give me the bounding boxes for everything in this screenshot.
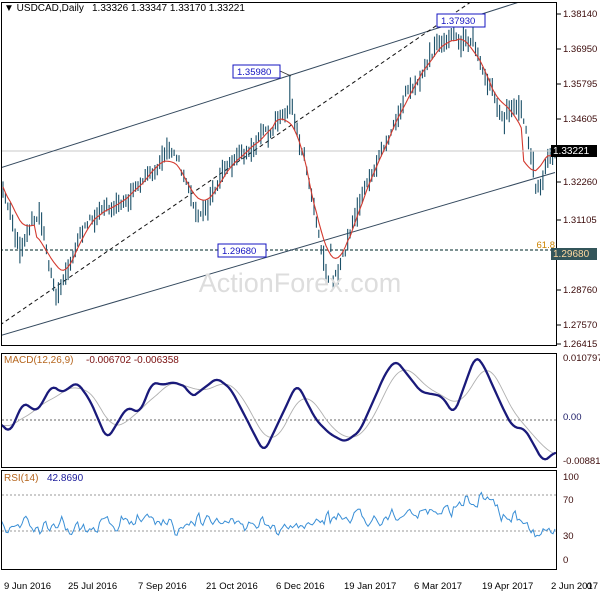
svg-text:-0.006702 -0.006358: -0.006702 -0.006358 bbox=[86, 355, 179, 366]
svg-text:25 Jul 2016: 25 Jul 2016 bbox=[68, 581, 117, 592]
svg-text:1.38140: 1.38140 bbox=[563, 9, 597, 20]
svg-text:19 Jan 2017: 19 Jan 2017 bbox=[344, 581, 396, 592]
svg-text:100: 100 bbox=[563, 472, 579, 483]
svg-text:1.33326 1.33347 1.33170 1.3322: 1.33326 1.33347 1.33170 1.33221 bbox=[92, 3, 245, 14]
svg-text:1.36950: 1.36950 bbox=[563, 44, 597, 55]
svg-text:1.28760: 1.28760 bbox=[563, 285, 597, 296]
svg-text:1.26415: 1.26415 bbox=[563, 339, 597, 350]
svg-text:RSI(14): RSI(14) bbox=[4, 473, 38, 484]
svg-text:21 Oct 2016: 21 Oct 2016 bbox=[206, 581, 258, 592]
svg-text:-0.008812: -0.008812 bbox=[563, 456, 600, 467]
svg-text:1.29680: 1.29680 bbox=[222, 246, 256, 257]
svg-text:6 Dec 2016: 6 Dec 2016 bbox=[276, 581, 325, 592]
svg-text:1.31105: 1.31105 bbox=[563, 215, 597, 226]
svg-text:7 Sep 2016: 7 Sep 2016 bbox=[138, 581, 187, 592]
svg-text:1.27570: 1.27570 bbox=[563, 320, 597, 331]
svg-text:ActionForex.com: ActionForex.com bbox=[199, 268, 402, 298]
svg-text:19 Apr 2017: 19 Apr 2017 bbox=[482, 581, 533, 592]
svg-text:1.35980: 1.35980 bbox=[237, 67, 271, 78]
svg-text:MACD(12,26,9): MACD(12,26,9) bbox=[4, 355, 73, 366]
svg-text:0.00: 0.00 bbox=[563, 412, 582, 423]
svg-text:9 Jun 2016: 9 Jun 2016 bbox=[4, 581, 51, 592]
svg-text:0: 0 bbox=[587, 581, 592, 592]
svg-text:1.33221: 1.33221 bbox=[553, 146, 590, 157]
svg-text:30: 30 bbox=[563, 531, 574, 542]
svg-text:▼ USDCAD,Daily: ▼ USDCAD,Daily bbox=[4, 3, 84, 14]
svg-text:1.37930: 1.37930 bbox=[441, 16, 475, 27]
svg-text:0: 0 bbox=[563, 555, 568, 566]
svg-text:0.010797: 0.010797 bbox=[563, 353, 600, 364]
svg-text:1.34605: 1.34605 bbox=[563, 114, 597, 125]
svg-text:42.8690: 42.8690 bbox=[47, 473, 84, 484]
svg-text:70: 70 bbox=[563, 495, 574, 506]
svg-text:1.35795: 1.35795 bbox=[563, 79, 597, 90]
svg-text:6 Mar 2017: 6 Mar 2017 bbox=[414, 581, 462, 592]
svg-text:1.29680: 1.29680 bbox=[553, 249, 590, 260]
svg-text:1.32260: 1.32260 bbox=[563, 177, 597, 188]
